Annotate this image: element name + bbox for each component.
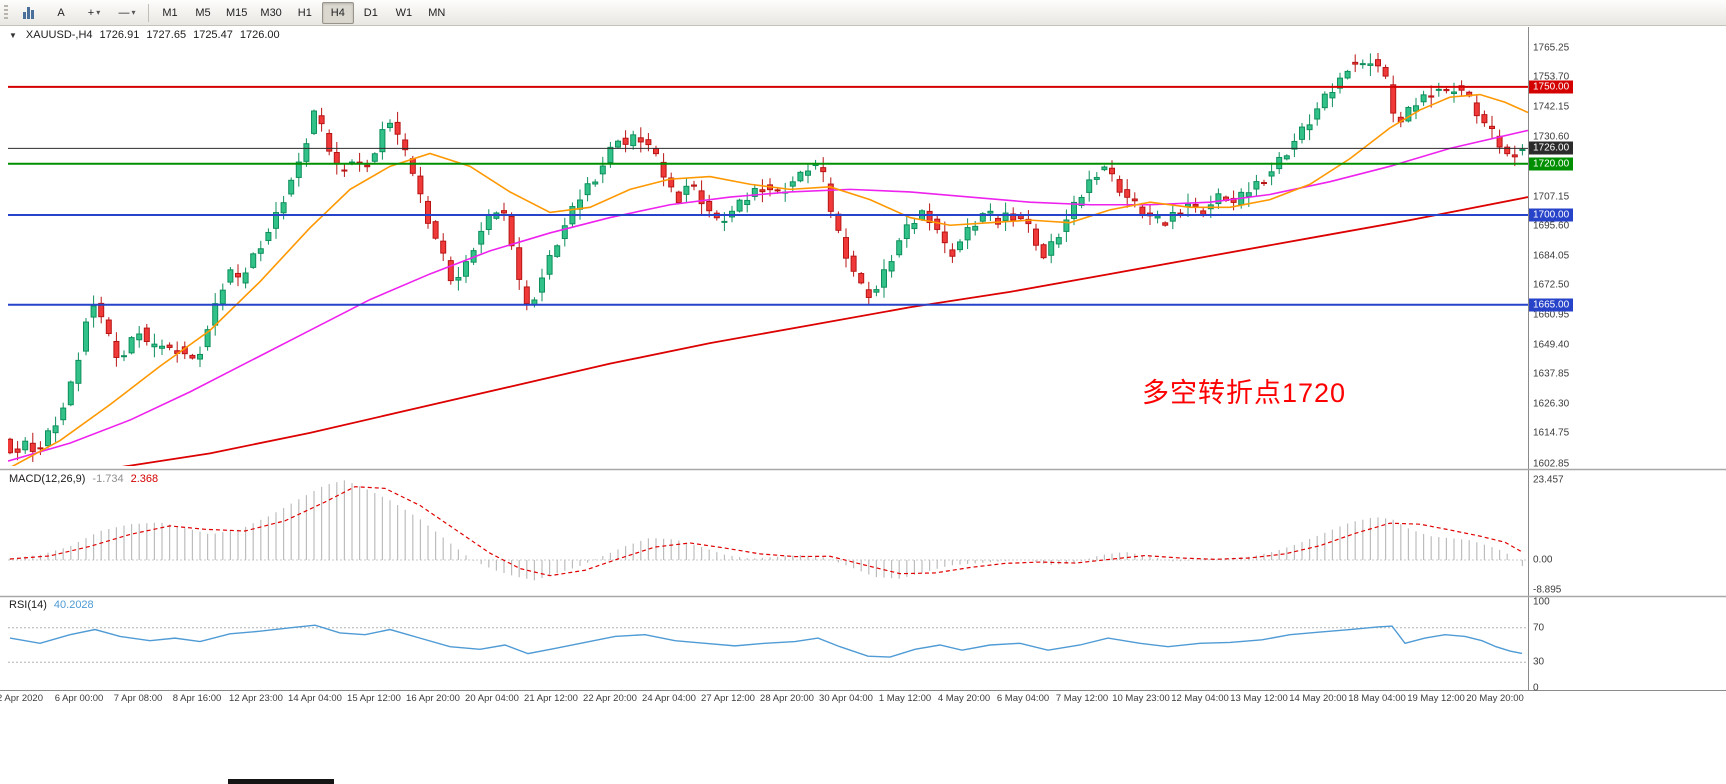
time-axis-label: 20 May 20:00 — [1466, 693, 1524, 704]
time-axis-label: 14 May 20:00 — [1289, 693, 1347, 704]
symbol-timeframe-label: XAUUSD-,H4 — [25, 29, 93, 41]
time-axis-label: 12 Apr 23:00 — [229, 693, 283, 704]
macd-axis-label: 0.00 — [1533, 554, 1553, 566]
price-axis-label: 1672.50 — [1533, 279, 1570, 291]
low-value: 1725.47 — [193, 29, 233, 41]
crosshair-button[interactable]: + ▾ — [78, 2, 110, 24]
timeframe-w1[interactable]: W1 — [395, 6, 413, 19]
price-axis-label: 1730.60 — [1533, 131, 1570, 143]
timeframe-mn[interactable]: MN — [428, 6, 446, 19]
rsi-header: RSI(14) 40.2028 — [9, 599, 94, 611]
price-level-badge: 1665.00 — [1529, 298, 1574, 312]
window-menu-icon[interactable]: ▼ — [9, 30, 17, 40]
time-axis-label: 2 Apr 2020 — [0, 693, 43, 704]
time-axis-label: 1 May 12:00 — [878, 693, 932, 704]
time-axis-label: 12 May 04:00 — [1171, 693, 1229, 704]
caret-down-icon: ▾ — [96, 7, 101, 17]
time-axis-label: 19 May 12:00 — [1407, 693, 1465, 704]
timeframe-h4[interactable]: H4 — [321, 1, 354, 24]
price-axis-label: 1660.95 — [1533, 309, 1570, 321]
time-axis-label: 7 Apr 08:00 — [113, 693, 163, 704]
price-axis-label: 1753.70 — [1533, 71, 1570, 83]
rsi-value: 40.2028 — [53, 599, 94, 611]
bottom-edge-artifact — [228, 779, 334, 784]
rsi-title: RSI(14) — [9, 599, 47, 611]
price-axis-label: 1637.85 — [1533, 368, 1570, 380]
time-axis-label: 6 Apr 00:00 — [54, 693, 104, 704]
time-axis-label: 15 Apr 12:00 — [347, 693, 401, 704]
price-axis-label: 1649.40 — [1533, 339, 1570, 351]
price-axis-label: 1684.05 — [1533, 250, 1570, 262]
rsi-axis-label: 30 — [1533, 656, 1545, 668]
bar-chart-icon — [22, 6, 34, 19]
macd-title: MACD(12,26,9) — [9, 473, 86, 485]
time-axis-label: 7 May 12:00 — [1055, 693, 1109, 704]
price-axis-label: 1695.60 — [1533, 220, 1570, 232]
time-axis-label: 6 May 04:00 — [996, 693, 1050, 704]
chart-text-annotation: 多空转折点1720 — [1142, 378, 1347, 408]
rsi-axis-label: 100 — [1533, 596, 1550, 608]
time-axis-label: 30 Apr 04:00 — [819, 693, 873, 704]
close-value: 1726.00 — [239, 29, 280, 41]
rsi-axis-label: 70 — [1533, 622, 1545, 634]
price-level-badge: 1700.00 — [1529, 208, 1574, 222]
timeframe-h1[interactable]: H1 — [297, 6, 312, 19]
time-axis-label: 14 Apr 04:00 — [288, 693, 342, 704]
caret-down-icon: ▾ — [131, 7, 136, 17]
macd-main-value: -1.734 — [92, 473, 124, 485]
price-axis-label: 1765.25 — [1533, 42, 1570, 54]
price-axis-label: 1742.15 — [1533, 101, 1570, 113]
price-level-badge: 1750.00 — [1529, 80, 1574, 94]
time-axis-label: 8 Apr 16:00 — [172, 693, 222, 704]
price-level-badge: 1726.00 — [1529, 141, 1574, 155]
timeframe-d1[interactable]: D1 — [363, 6, 378, 19]
draw-line-button[interactable]: — ▾ — [111, 2, 143, 24]
toolbar-grip[interactable] — [4, 4, 8, 21]
time-axis-label: 27 Apr 12:00 — [701, 693, 755, 704]
high-value: 1727.65 — [146, 29, 187, 41]
timeframe-m15[interactable]: M15 — [226, 6, 248, 19]
timeframe-m30[interactable]: M30 — [260, 6, 282, 19]
toolbar-separator — [148, 3, 149, 22]
time-axis-label: 18 May 04:00 — [1348, 693, 1406, 704]
time-axis-label: 22 Apr 20:00 — [583, 693, 637, 704]
chart-ohlc-header: ▼ XAUUSD-,H4 1726.91 1727.65 1725.47 172… — [9, 29, 280, 41]
timeframe-m1[interactable]: M1 — [162, 6, 178, 19]
macd-axis-label: -8.895 — [1533, 584, 1562, 596]
time-axis-label: 16 Apr 20:00 — [406, 693, 460, 704]
autoscroll-button[interactable]: A — [57, 6, 65, 19]
price-axis-label: 1707.15 — [1533, 191, 1570, 203]
price-axis-label: 1602.85 — [1533, 458, 1570, 470]
time-axis-label: 10 May 23:00 — [1112, 693, 1170, 704]
price-axis-label: 1626.30 — [1533, 398, 1570, 410]
price-axis-label: 1614.75 — [1533, 427, 1570, 439]
time-axis-label: 28 Apr 20:00 — [760, 693, 814, 704]
horizontal-line-icon: — — [118, 6, 130, 19]
time-axis-label: 13 May 12:00 — [1230, 693, 1288, 704]
time-axis-label: 4 May 20:00 — [937, 693, 991, 704]
macd-axis-label: 23.457 — [1533, 474, 1564, 486]
chart-type-button[interactable] — [12, 2, 44, 24]
time-axis-label: 24 Apr 04:00 — [642, 693, 696, 704]
macd-header: MACD(12,26,9) -1.734 2.368 — [9, 473, 158, 485]
open-value: 1726.91 — [99, 29, 140, 41]
macd-signal-value: 2.368 — [130, 473, 159, 485]
price-level-badge: 1720.00 — [1529, 157, 1574, 171]
time-axis-label: 20 Apr 04:00 — [465, 693, 519, 704]
crosshair-icon: + — [87, 6, 95, 19]
rsi-axis-label: 0 — [1533, 682, 1539, 694]
timeframe-m5[interactable]: M5 — [195, 6, 211, 19]
top-toolbar: A + ▾ — ▾ M1 M5 M15 M30 H1 H4 D1 W1 MN — [0, 0, 1726, 26]
time-axis-label: 21 Apr 12:00 — [524, 693, 578, 704]
